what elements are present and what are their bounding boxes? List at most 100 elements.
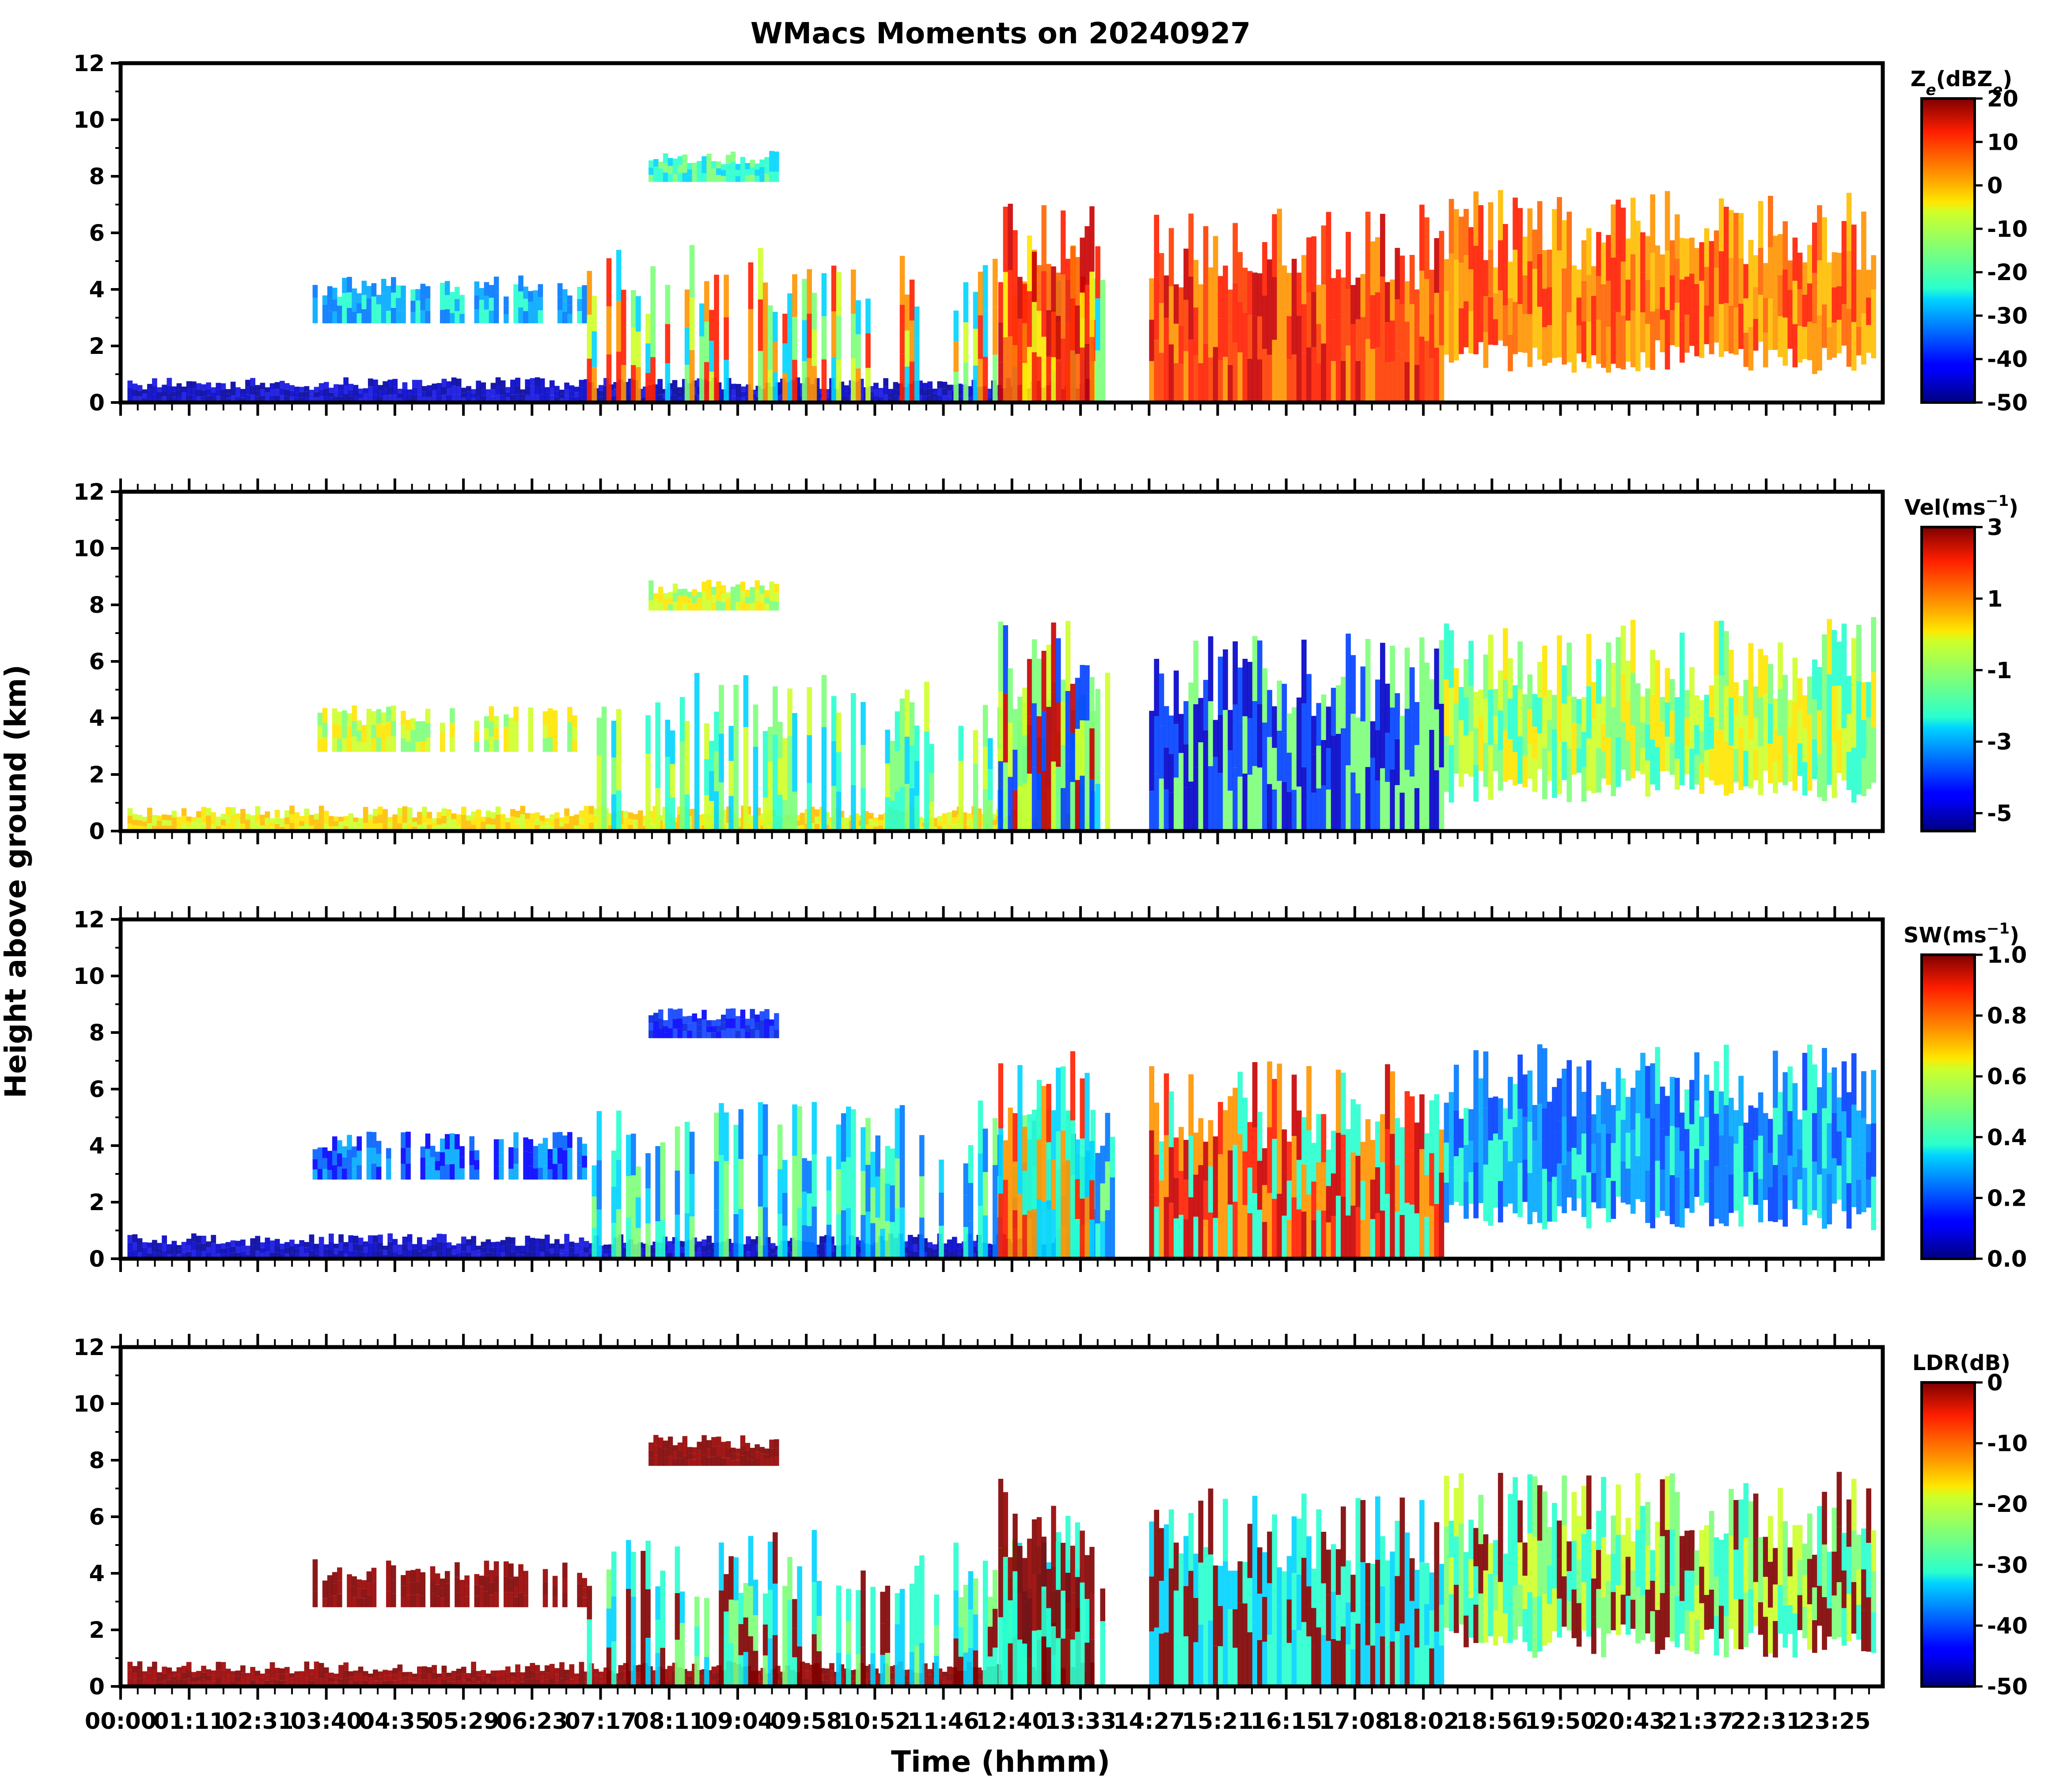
radar-cell — [368, 825, 373, 831]
radar-cell — [1513, 197, 1518, 250]
radar-cell — [373, 380, 378, 387]
radar-cell — [402, 823, 408, 831]
radar-cell — [1807, 1101, 1813, 1158]
radar-cell — [1424, 775, 1430, 831]
radar-cell — [186, 1238, 192, 1245]
radar-cell — [1213, 1136, 1218, 1177]
radar-cell — [1032, 639, 1037, 703]
radar-cell — [735, 164, 741, 170]
radar-cell — [1625, 238, 1631, 280]
radar-cell — [314, 825, 319, 831]
radar-cell — [476, 388, 481, 395]
radar-cell — [352, 1146, 357, 1158]
radar-cell — [1782, 1072, 1788, 1124]
radar-cell — [1841, 623, 1847, 676]
radar-cell — [181, 808, 187, 816]
radar-cell — [672, 166, 678, 175]
radar-cell — [446, 816, 452, 824]
radar-cell — [294, 818, 300, 825]
radar-cell — [1301, 767, 1307, 831]
radar-cell — [1306, 237, 1312, 292]
radar-cell — [1252, 1128, 1258, 1193]
radar-cell — [1179, 714, 1184, 753]
radar-cell — [549, 820, 555, 826]
radar-cell — [407, 389, 413, 394]
radar-cell — [539, 815, 545, 821]
radar-cell — [795, 820, 800, 826]
radar-cell — [841, 1210, 846, 1259]
radar-cell — [1282, 733, 1287, 782]
radar-cell — [1365, 275, 1371, 339]
radar-cell — [1680, 1151, 1685, 1189]
radar-cell — [1630, 672, 1636, 726]
radar-cell — [1346, 232, 1351, 289]
radar-cell — [535, 377, 540, 386]
radar-cell — [1625, 700, 1631, 741]
radar-cell — [846, 1157, 851, 1208]
radar-cell — [767, 338, 773, 370]
radar-cell — [1488, 1140, 1494, 1183]
radar-cell — [1321, 786, 1327, 831]
radar-cell — [1335, 1132, 1341, 1196]
radar-cell — [1395, 299, 1400, 351]
radar-cell — [1277, 209, 1282, 273]
radar-cell — [334, 1244, 339, 1249]
radar-cell — [692, 1021, 697, 1030]
radar-cell — [1008, 668, 1013, 723]
radar-cell — [1070, 350, 1076, 402]
radar-cell — [1718, 198, 1724, 251]
radar-cell — [513, 1164, 519, 1180]
radar-cell — [1036, 265, 1042, 311]
radar-cell — [1493, 319, 1498, 345]
radar-cell — [440, 1138, 445, 1152]
radar-cell — [564, 823, 569, 831]
radar-cell — [584, 395, 589, 402]
radar-cell — [368, 1251, 373, 1259]
radar-cell — [967, 819, 972, 825]
radar-cell — [730, 162, 736, 172]
radar-cell — [225, 823, 231, 831]
radar-cell — [422, 391, 427, 397]
y-tick-label: 6 — [89, 220, 105, 247]
radar-cell — [500, 387, 506, 395]
radar-cell — [230, 388, 236, 396]
radar-cell — [1792, 702, 1798, 747]
radar-cell — [1792, 657, 1798, 702]
radar-cell — [274, 824, 280, 831]
radar-cell — [1041, 337, 1047, 402]
radar-cell — [547, 1159, 553, 1169]
radar-cell — [770, 1248, 776, 1254]
radar-cell — [663, 163, 668, 173]
radar-cell — [427, 818, 432, 825]
radar-cell — [1684, 718, 1690, 746]
radar-cell — [1434, 1094, 1440, 1149]
radar-cell — [1070, 298, 1076, 351]
radar-cell — [420, 741, 426, 752]
radar-cell — [142, 398, 148, 402]
radar-cell — [552, 1148, 558, 1164]
radar-cell — [327, 286, 333, 299]
radar-cell — [1743, 751, 1749, 786]
radar-cell — [572, 715, 577, 728]
radar-cell — [167, 394, 172, 402]
radar-cell — [596, 1209, 602, 1259]
radar-cell — [611, 757, 617, 794]
radar-cell — [471, 818, 476, 825]
radar-cell — [1817, 205, 1822, 261]
radar-cell — [391, 292, 396, 308]
radar-cell — [513, 310, 519, 323]
radar-cell — [1232, 283, 1238, 343]
radar-cell — [329, 821, 334, 826]
radar-cell — [643, 1243, 648, 1249]
radar-cell — [1483, 296, 1489, 332]
radar-cell — [533, 1168, 539, 1180]
radar-cell — [450, 1133, 455, 1149]
radar-cell — [878, 814, 884, 820]
radar-cell — [319, 383, 324, 390]
radar-cell — [1449, 745, 1454, 803]
radar-cell — [1513, 1170, 1518, 1214]
radar-cell — [481, 1241, 486, 1248]
radar-cell — [1625, 740, 1631, 781]
radar-cell — [682, 1253, 687, 1259]
radar-cell — [176, 1249, 182, 1254]
